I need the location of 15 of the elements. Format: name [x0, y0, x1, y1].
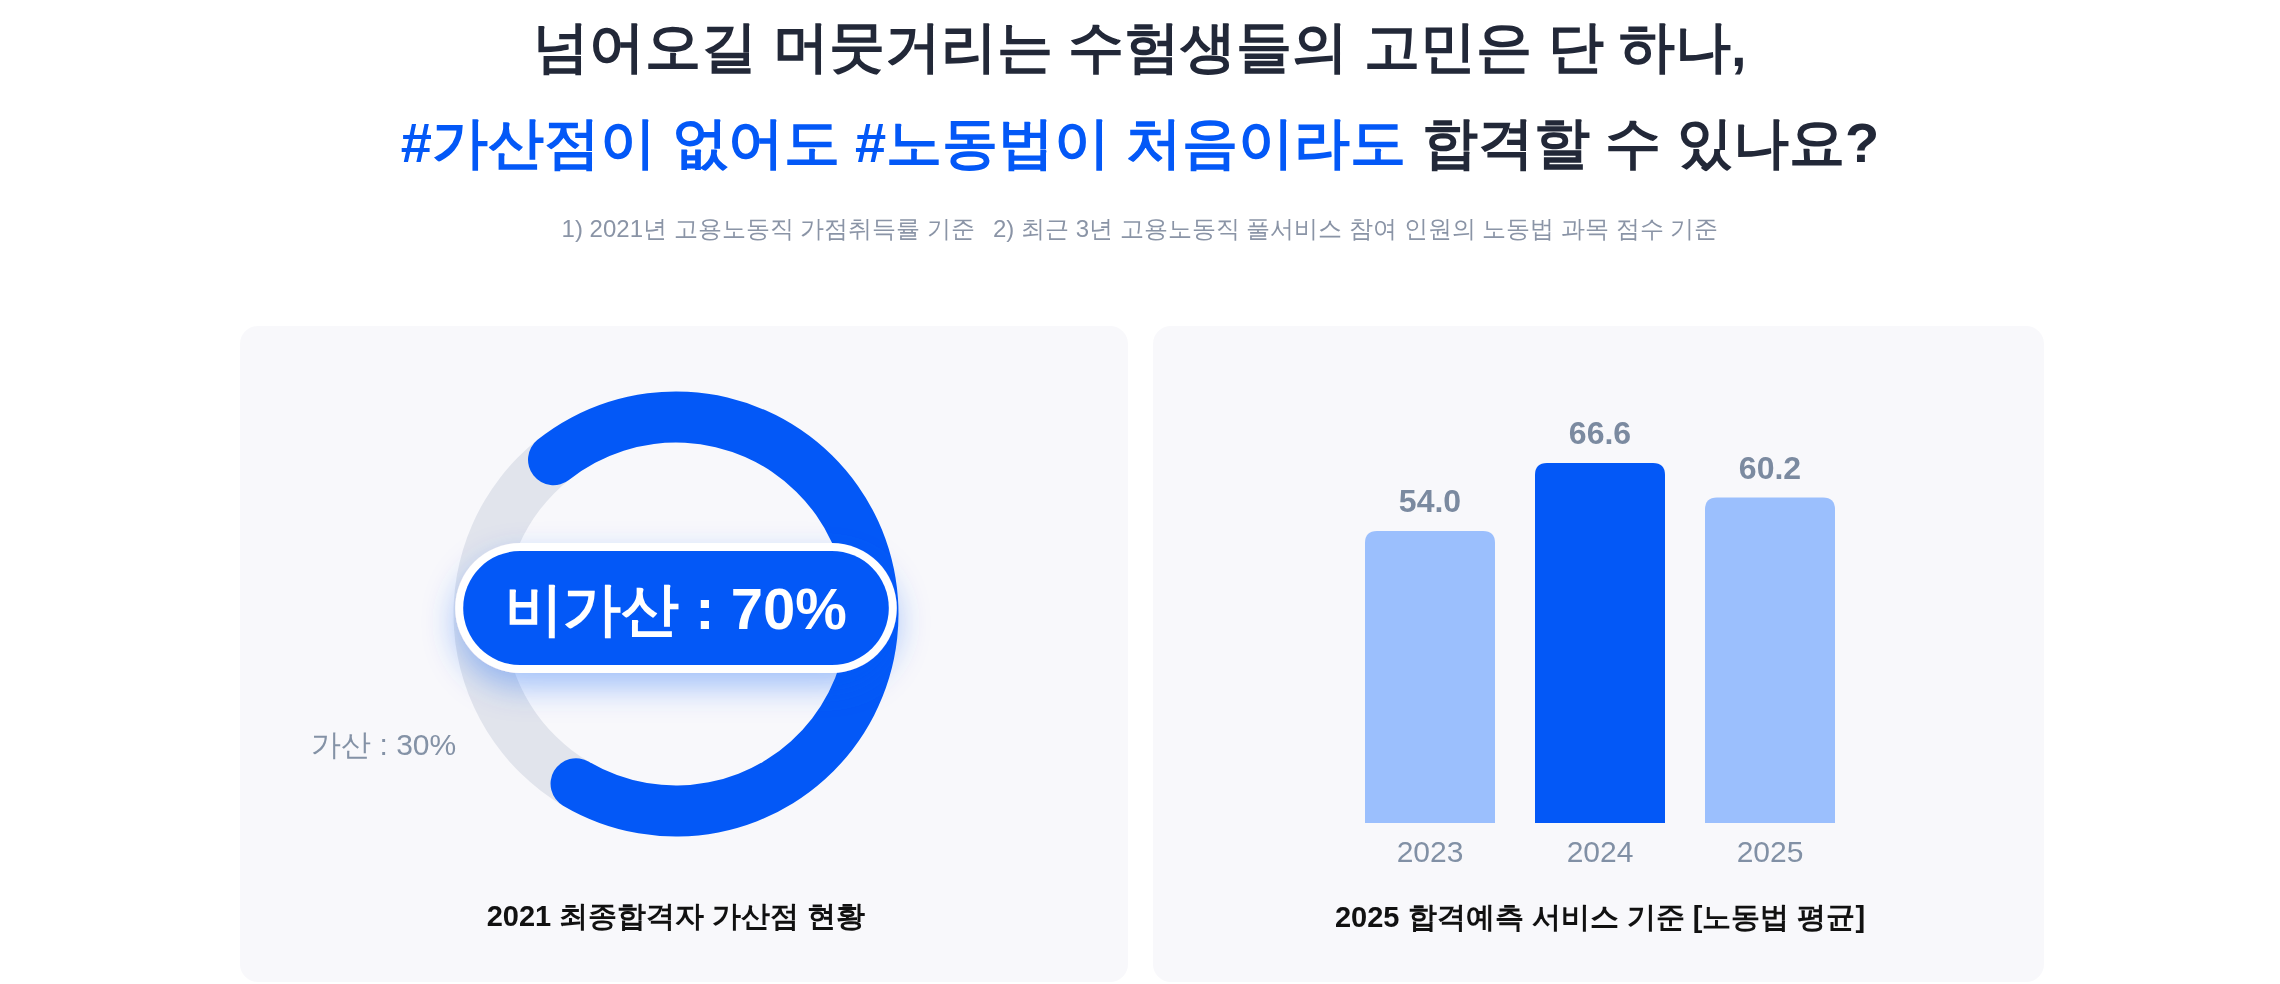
text: 합격할 수 있나요?	[1421, 110, 1880, 174]
slice-label: 가산 : 30%	[311, 727, 457, 761]
text: 2025 합격예측 서비스 기준 [노동법 평균]	[1334, 901, 1866, 933]
text: #가산점이 없어도 #노동법이 처음이라도	[400, 110, 1406, 174]
data-label: 54.0	[1398, 483, 1462, 520]
x-tick-label: 2025	[1736, 834, 1804, 868]
text: 2) 최근 3년 고용노동직 풀서비스 참여 인원의 노동법 과목 점수 기준	[993, 214, 1719, 242]
text: 1) 2021년 고용노동직 가점취득률 기준	[561, 214, 976, 242]
x-tick-label: 2023	[1396, 834, 1464, 868]
title: 넘어오길 머뭇거리는 수험생들의 고민은 단 하나,	[533, 14, 1747, 78]
text: 2021 최종합격자 가산점 현황	[486, 900, 866, 932]
x-tick-label: 2024	[1566, 834, 1634, 868]
slice-label: 비가산 : 70%	[505, 575, 847, 641]
data-label: 66.6	[1568, 415, 1632, 451]
data-label: 60.2	[1738, 449, 1802, 486]
